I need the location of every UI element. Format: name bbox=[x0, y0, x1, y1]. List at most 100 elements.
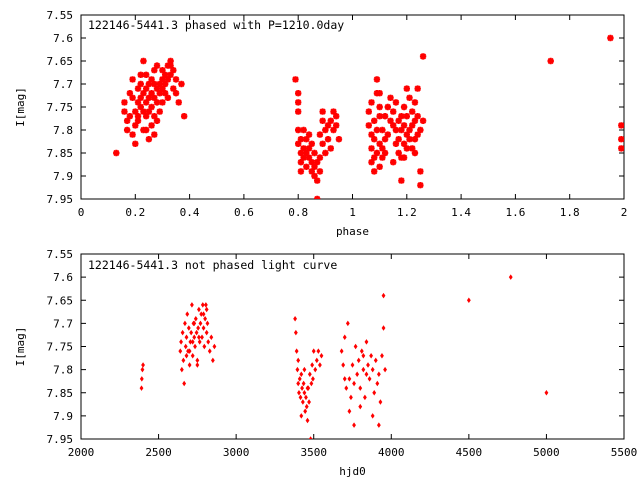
data-point bbox=[183, 343, 188, 350]
data-point bbox=[376, 113, 383, 120]
data-point bbox=[293, 329, 298, 336]
data-point bbox=[196, 325, 201, 331]
data-point bbox=[341, 362, 346, 368]
data-point bbox=[392, 99, 400, 106]
data-points bbox=[139, 274, 549, 439]
data-point bbox=[167, 71, 174, 78]
data-point bbox=[316, 168, 324, 175]
data-point bbox=[390, 159, 397, 166]
data-point bbox=[303, 136, 310, 143]
data-point bbox=[172, 90, 180, 97]
data-point bbox=[295, 126, 302, 134]
data-point bbox=[181, 357, 186, 364]
data-point bbox=[417, 182, 424, 189]
data-point bbox=[378, 399, 383, 405]
data-point bbox=[607, 34, 614, 42]
data-point bbox=[179, 339, 183, 345]
y-tick-label: 7.85 bbox=[47, 387, 74, 400]
y-tick-label: 7.95 bbox=[47, 193, 74, 206]
data-point bbox=[330, 126, 337, 134]
data-point bbox=[295, 90, 302, 97]
y-tick-label: 7.95 bbox=[47, 433, 74, 446]
data-point bbox=[314, 159, 321, 166]
data-point bbox=[411, 136, 419, 143]
data-point bbox=[368, 145, 375, 152]
data-point bbox=[164, 94, 172, 101]
data-point bbox=[365, 122, 372, 129]
data-point bbox=[292, 76, 299, 83]
y-tick-label: 7.8 bbox=[53, 124, 73, 137]
data-point bbox=[330, 108, 337, 115]
data-point bbox=[339, 348, 344, 354]
data-point bbox=[618, 136, 624, 143]
data-point bbox=[398, 126, 405, 134]
data-point bbox=[311, 149, 318, 157]
data-point bbox=[302, 366, 307, 373]
data-point bbox=[307, 371, 312, 377]
data-point bbox=[376, 422, 381, 428]
data-point bbox=[387, 94, 394, 101]
data-point bbox=[358, 385, 363, 391]
x-axis-label: hjd0 bbox=[339, 465, 366, 478]
data-point bbox=[319, 108, 326, 115]
data-point bbox=[134, 85, 142, 92]
data-point bbox=[618, 122, 624, 129]
data-point bbox=[151, 113, 158, 120]
data-point bbox=[368, 131, 375, 138]
data-point bbox=[398, 177, 405, 184]
plot-title: 122146-5441.3 not phased light curve bbox=[88, 258, 337, 272]
x-tick-label: 0.2 bbox=[125, 206, 145, 219]
data-point bbox=[372, 390, 377, 396]
data-point bbox=[305, 385, 310, 391]
data-point bbox=[295, 99, 302, 106]
data-point bbox=[192, 320, 197, 327]
data-point bbox=[178, 80, 185, 88]
y-axis-label: I[mag] bbox=[14, 327, 27, 367]
data-point bbox=[192, 334, 197, 340]
x-axis-label: phase bbox=[336, 225, 369, 238]
data-point bbox=[190, 339, 195, 345]
data-point bbox=[395, 117, 402, 124]
data-point bbox=[159, 67, 166, 74]
data-point bbox=[318, 362, 322, 368]
data-point bbox=[300, 154, 307, 161]
data-point bbox=[383, 366, 387, 373]
data-point bbox=[159, 76, 166, 83]
data-point bbox=[148, 122, 155, 129]
x-tick-label: 0.8 bbox=[288, 206, 308, 219]
data-point bbox=[204, 306, 209, 313]
data-point bbox=[414, 113, 421, 120]
x-tick-label: 3000 bbox=[223, 446, 250, 459]
data-point bbox=[145, 94, 153, 101]
y-tick-label: 7.65 bbox=[47, 294, 74, 307]
data-point bbox=[126, 113, 134, 120]
data-point bbox=[376, 371, 381, 377]
data-point bbox=[296, 380, 301, 387]
y-tick-label: 7.85 bbox=[47, 147, 74, 160]
data-point bbox=[142, 99, 150, 106]
data-point bbox=[400, 103, 408, 111]
data-point bbox=[373, 126, 381, 134]
data-point bbox=[352, 380, 356, 387]
data-point bbox=[322, 126, 329, 134]
data-point bbox=[379, 126, 386, 134]
data-point bbox=[129, 94, 136, 101]
data-point bbox=[145, 80, 153, 88]
x-tick-label: 0.4 bbox=[180, 206, 200, 219]
x-tick-label: 4000 bbox=[378, 446, 405, 459]
plot-frame bbox=[80, 14, 625, 200]
data-point bbox=[293, 316, 298, 322]
data-point bbox=[161, 71, 169, 78]
y-tick-label: 7.65 bbox=[47, 55, 74, 68]
data-point bbox=[392, 126, 400, 134]
data-point bbox=[301, 380, 306, 387]
data-point bbox=[179, 366, 184, 373]
data-point bbox=[370, 366, 375, 373]
data-point bbox=[184, 334, 189, 340]
data-point bbox=[295, 140, 302, 147]
data-point bbox=[508, 274, 513, 280]
data-point bbox=[319, 353, 324, 359]
data-point bbox=[403, 131, 410, 138]
data-point bbox=[314, 195, 321, 199]
data-point bbox=[327, 145, 334, 152]
